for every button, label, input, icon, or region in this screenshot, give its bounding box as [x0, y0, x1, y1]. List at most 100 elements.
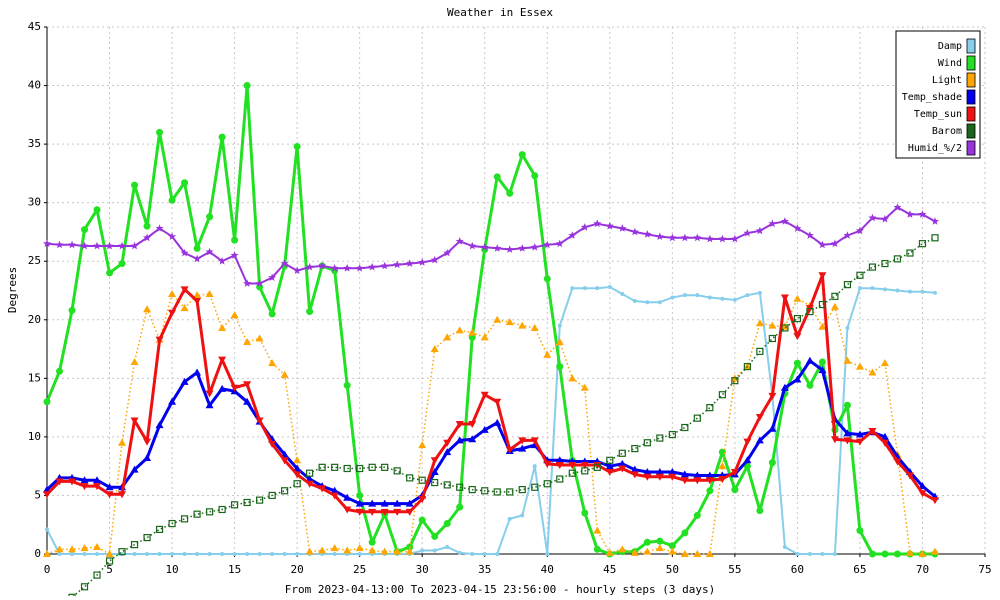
point [580, 223, 589, 231]
point [618, 224, 627, 232]
point [143, 305, 152, 313]
point [830, 302, 839, 310]
point [806, 381, 814, 389]
point [856, 271, 864, 279]
y-tick-label: 5 [34, 488, 41, 501]
point [870, 286, 875, 291]
point [131, 181, 139, 189]
point [368, 538, 376, 546]
point [143, 233, 151, 242]
point [830, 239, 839, 248]
point [68, 478, 77, 486]
point [695, 293, 700, 298]
point [268, 491, 276, 500]
point [43, 239, 51, 248]
point [655, 232, 664, 240]
plot-area [43, 82, 939, 596]
point [130, 417, 139, 425]
point [493, 315, 502, 323]
point [480, 243, 489, 251]
point [705, 234, 714, 243]
point [180, 515, 189, 523]
point [156, 128, 164, 136]
point [755, 226, 764, 235]
point [805, 231, 814, 239]
point [418, 441, 427, 449]
point [531, 172, 539, 180]
point [268, 310, 276, 318]
point [468, 241, 477, 250]
y-tick-label: 25 [28, 254, 41, 267]
point [180, 377, 189, 385]
point [607, 284, 612, 289]
point [680, 233, 689, 242]
point [868, 213, 877, 222]
point [618, 465, 627, 473]
point [93, 571, 101, 579]
legend-swatch [966, 55, 976, 71]
point [205, 401, 214, 409]
point [343, 493, 352, 501]
point [280, 457, 289, 465]
point [832, 552, 837, 556]
point [718, 391, 726, 399]
point [168, 397, 177, 405]
point [857, 286, 862, 291]
point [506, 189, 514, 197]
point [293, 142, 301, 150]
point [193, 298, 202, 306]
point [393, 508, 402, 516]
point [93, 241, 101, 250]
point [482, 552, 487, 556]
point [205, 290, 214, 298]
point [793, 375, 802, 383]
point [681, 529, 689, 537]
point [807, 552, 812, 556]
point [93, 476, 102, 484]
legend-label: Barom [932, 126, 962, 137]
point [705, 550, 714, 557]
point [843, 437, 852, 445]
point [118, 438, 127, 446]
point [668, 430, 676, 439]
point [443, 333, 452, 341]
point [182, 552, 187, 556]
point [680, 477, 689, 485]
point [705, 477, 714, 485]
point [493, 488, 501, 496]
point [306, 308, 314, 316]
point [256, 496, 264, 504]
point [356, 491, 364, 499]
point [468, 435, 477, 443]
point [193, 510, 201, 518]
point [331, 463, 339, 471]
point [780, 294, 789, 302]
point [93, 483, 102, 491]
x-tick-label: 20 [291, 563, 304, 576]
point [418, 495, 427, 503]
point [682, 293, 687, 298]
point [457, 550, 462, 555]
legend-swatch [966, 123, 976, 139]
point [368, 546, 377, 554]
point [493, 398, 502, 406]
point [531, 483, 539, 491]
point [606, 456, 614, 464]
y-tick-label: 10 [28, 430, 41, 443]
point [255, 417, 264, 425]
point [218, 505, 226, 514]
point [193, 291, 202, 299]
point [618, 459, 627, 467]
point [630, 465, 639, 473]
point [181, 179, 189, 187]
point [743, 363, 751, 371]
point [80, 241, 89, 250]
point [918, 482, 927, 490]
point [168, 519, 176, 528]
point [756, 507, 764, 515]
point [168, 232, 177, 240]
point [145, 552, 150, 556]
point [631, 445, 639, 453]
point [80, 483, 89, 491]
point [368, 463, 376, 471]
